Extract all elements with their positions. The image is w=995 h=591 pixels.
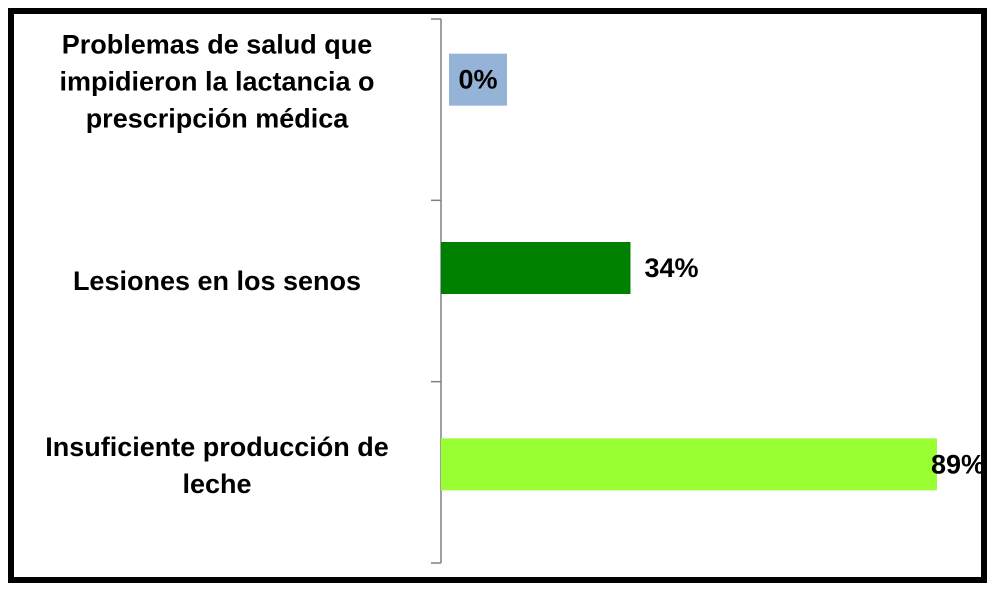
- data-label-3: 89%: [931, 449, 985, 479]
- category-label-1-line-3: prescripción médica: [86, 104, 350, 134]
- category-label-3-line-1: Insuficiente producción de: [45, 432, 389, 462]
- category-label-1-line-1: Problemas de salud que: [62, 30, 373, 60]
- label-layer: 0% Problemas de salud que impidieron la la…: [45, 30, 985, 499]
- bar-layer: [441, 53, 937, 491]
- bar-3: [441, 438, 937, 491]
- bar-2: [441, 242, 631, 294]
- axis-layer: [431, 18, 442, 564]
- data-label-1: 0%: [458, 65, 497, 95]
- bar-1: [449, 53, 507, 106]
- data-label-2: 34%: [644, 253, 698, 283]
- category-label-3-line-2: leche: [182, 469, 251, 499]
- category-label-1-line-2: impidieron la lactancia o: [59, 67, 374, 97]
- category-label-2-line-1: Lesiones en los senos: [73, 266, 361, 296]
